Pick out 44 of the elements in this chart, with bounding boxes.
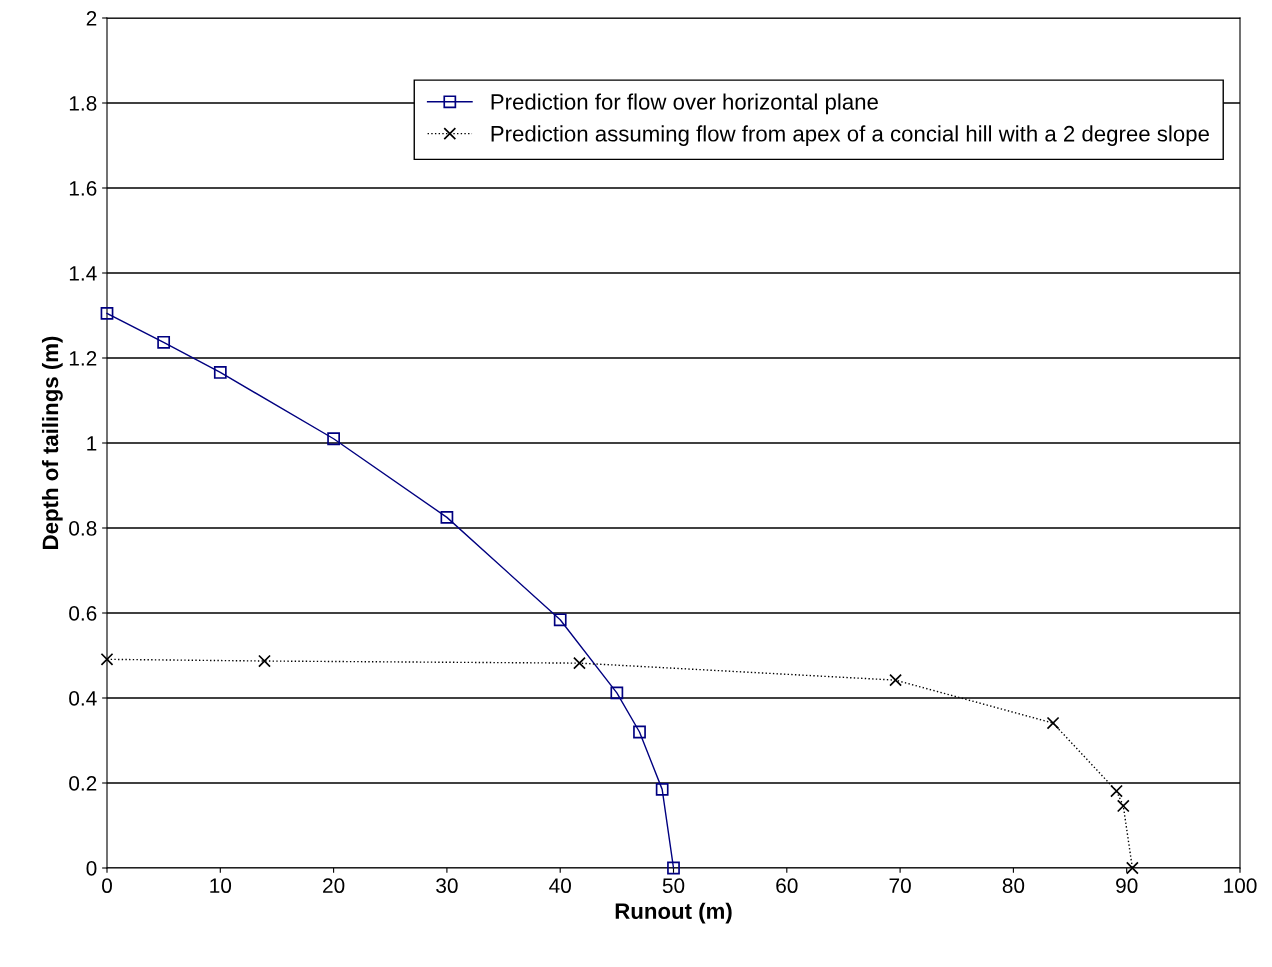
y-tick-label: 0.6 [69,606,97,621]
y-axis-title: Depth of tailings (m) [41,336,63,549]
y-tick-label: 2 [86,11,97,26]
point [213,366,227,379]
x-tick-label: 0 [102,878,112,894]
x-tick-label: 100 [1224,878,1257,894]
point [440,510,454,524]
point [573,656,586,670]
x-axis-title: Runout (m) [615,902,732,924]
point [1110,784,1123,798]
y-tick-label: 0.8 [69,521,97,536]
legend-label: Prediction for flow over horizontal plane [491,93,878,115]
x-tick-label: 70 [889,878,911,894]
point [157,335,171,349]
y-tick-label: 0.4 [69,691,97,706]
point [327,432,340,446]
y-tick-label: 0 [86,861,97,876]
point [633,725,646,739]
x-tick-label: 10 [210,878,232,894]
x-tick-label: 20 [323,878,345,894]
x-tick-label: 50 [662,878,685,894]
y-tick-label: 1.2 [69,351,97,366]
point [1125,861,1139,875]
x-tick-label: 60 [776,878,798,894]
y-tick-label: 1 [87,436,97,451]
legend-label: Prediction assuming flow from apex of a concial hill with a 2 degree slope [491,125,1209,146]
point [667,861,680,875]
x-tick-label: 40 [549,878,571,894]
x-tick-label: 80 [1002,878,1025,894]
point [1116,799,1130,813]
point [100,306,114,320]
y-tick-label: 1.6 [69,181,97,196]
point [258,654,271,668]
point [100,652,114,666]
point [1046,716,1060,730]
y-tick-label: 1.8 [69,96,97,111]
point [610,686,624,700]
y-tick-label: 1.4 [69,266,97,281]
y-tick-label: 0.2 [69,776,97,791]
x-tick-label: 90 [1116,878,1138,894]
point [655,782,669,796]
x-tick-label: 30 [436,878,458,894]
point [889,673,902,687]
point [553,613,567,627]
